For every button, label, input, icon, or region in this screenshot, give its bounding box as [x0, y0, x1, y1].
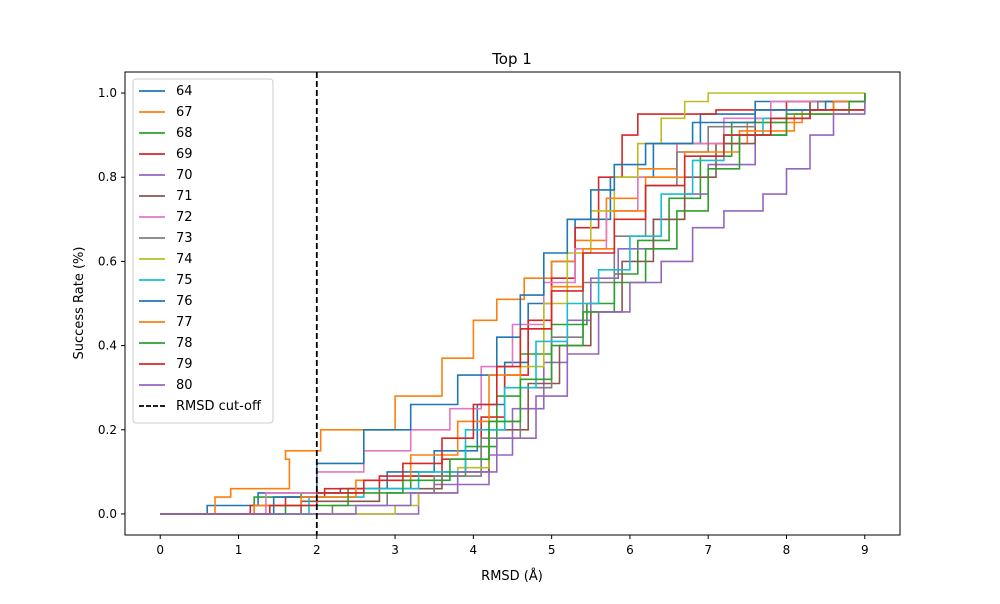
y-tick-label: 1.0 [98, 86, 117, 100]
legend-label-72: 72 [176, 210, 193, 225]
legend-box [132, 78, 274, 424]
y-tick-label: 0.4 [98, 339, 117, 353]
y-tick-label: 0.0 [98, 507, 117, 521]
legend-label-76: 76 [176, 294, 193, 309]
x-tick-label: 5 [548, 543, 556, 557]
legend: 64 67 68 69 70 71 72 73 74 75 76 77 78 79 80 RMSD cut-o… [132, 78, 274, 424]
series-line-80 [160, 101, 866, 515]
x-tick-label: 7 [704, 543, 712, 557]
series-line-69 [160, 93, 866, 515]
legend-label-78: 78 [176, 336, 193, 351]
legend-label-70: 70 [176, 168, 193, 183]
x-tick-label: 2 [313, 543, 321, 557]
x-tick-label: 8 [783, 543, 791, 557]
legend-label-69: 69 [176, 147, 193, 162]
x-tick-label: 3 [391, 543, 399, 557]
plot-frame [124, 71, 901, 536]
legend-label-cutoff: RMSD cut-off [176, 399, 262, 414]
legend-label-77: 77 [176, 315, 193, 330]
y-axis-label: Success Rate (%) [72, 247, 87, 360]
plot-area: 0 1 2 3 4 5 6 7 8 90.00.20.40.60.81.0 [98, 71, 901, 557]
x-tick-label: 6 [626, 543, 634, 557]
x-tick-label: 4 [470, 543, 478, 557]
x-tick-label: 9 [861, 543, 869, 557]
legend-label-75: 75 [176, 273, 193, 288]
legend-label-67: 67 [176, 105, 193, 120]
series-line-79 [160, 109, 865, 515]
x-tick-label: 1 [235, 543, 243, 557]
x-axis-label: RMSD (Å) [481, 568, 543, 584]
series-line-76 [160, 93, 866, 515]
legend-label-64: 64 [176, 84, 193, 99]
legend-label-68: 68 [176, 126, 193, 141]
series-line-77 [160, 93, 866, 515]
y-tick-label: 0.2 [98, 423, 117, 437]
y-tick-label: 0.8 [98, 170, 117, 184]
x-tick-label: 0 [156, 543, 164, 557]
y-tick-label: 0.6 [98, 254, 117, 268]
chart-title: Top 1 [491, 50, 532, 68]
legend-label-80: 80 [176, 378, 193, 393]
legend-label-79: 79 [176, 357, 193, 372]
legend-label-73: 73 [176, 231, 193, 246]
legend-label-74: 74 [176, 252, 193, 267]
legend-label-71: 71 [176, 189, 193, 204]
